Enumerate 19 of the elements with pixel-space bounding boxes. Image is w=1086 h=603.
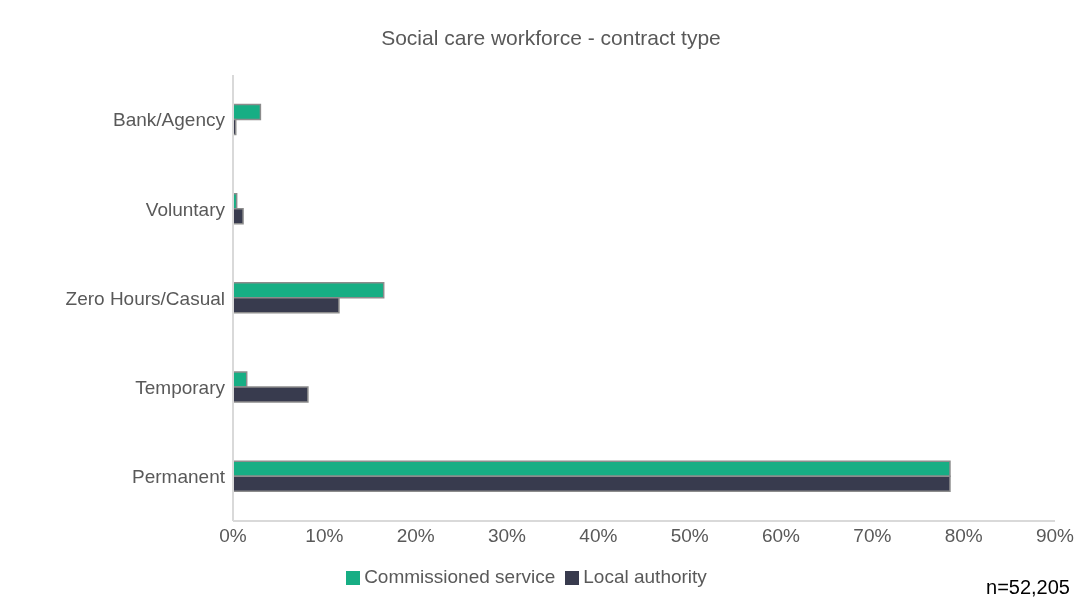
- y-tick-label: Bank/Agency: [113, 109, 226, 131]
- chart-title: Social care workforce - contract type: [380, 26, 722, 50]
- y-tick-label: Voluntary: [145, 198, 226, 220]
- y-tick-label: Permanent: [132, 466, 226, 488]
- text: n=52,205: [986, 576, 1070, 599]
- x-tick-label: 70%: [853, 525, 892, 547]
- x-tick-label: 80%: [944, 525, 983, 547]
- y-tick-label: Zero Hours/Casual: [65, 287, 225, 309]
- x-tick-label: 90%: [1035, 525, 1075, 547]
- x-tick-label: 60%: [761, 525, 801, 547]
- legend-label: Commissioned service: [364, 566, 556, 587]
- y-tick-label: Temporary: [135, 376, 226, 398]
- x-tick-label: 40%: [579, 525, 618, 547]
- x-tick-label: 20%: [396, 525, 435, 547]
- x-tick-label: 0%: [219, 525, 247, 547]
- x-tick-label: 50%: [670, 525, 709, 547]
- legend-label: Local authority: [583, 566, 707, 587]
- x-tick-label: 10%: [305, 525, 344, 547]
- x-tick-label: 30%: [487, 525, 527, 547]
